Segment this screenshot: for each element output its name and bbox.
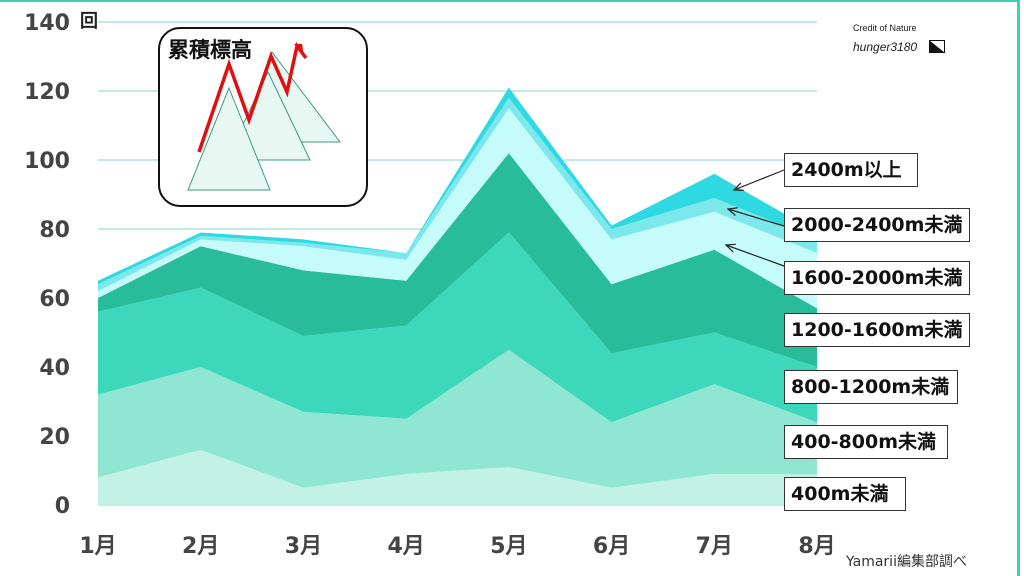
series-label-6: 2000-2400m未満	[784, 208, 970, 242]
arrowhead-icon	[724, 243, 736, 253]
logo-icon	[929, 40, 945, 53]
area-series-5	[98, 108, 817, 309]
x-tick-label: 1月	[79, 534, 116, 559]
source-note: Yamarii編集部調べ	[846, 554, 967, 570]
series-label-7: 2400m以上	[784, 153, 918, 187]
inset-title: 累積標高	[168, 38, 252, 62]
credit-name: hunger3180	[853, 40, 918, 54]
area-series-6	[98, 97, 817, 292]
callout-arrow-line	[727, 208, 785, 227]
x-tick-label: 8月	[798, 534, 835, 559]
series-label-3: 800-1200m未満	[784, 370, 958, 404]
series-label-4: 1200-1600m未満	[784, 313, 970, 347]
arrowhead-icon	[726, 207, 738, 216]
x-tick-label: 7月	[696, 534, 733, 559]
x-tick-label: 2月	[182, 534, 219, 559]
y-tick-label: 140	[24, 11, 70, 36]
series-label-1: 400m未満	[784, 477, 906, 511]
area-series	[98, 87, 817, 505]
y-unit-label: 回	[80, 11, 98, 32]
series-label-2: 400-800m未満	[784, 425, 948, 459]
axis-labels: 0 20 40 60 80 100 120 140 1月 2月 3月 4月 5月 6月 7月 8月	[24, 11, 836, 559]
callout-arrow-line	[725, 244, 785, 267]
x-tick-label: 5月	[490, 534, 527, 559]
arrowhead-icon	[732, 182, 744, 191]
y-tick-label: 120	[24, 80, 70, 105]
credit-line: Credit of Nature	[853, 23, 917, 33]
y-tick-label: 40	[39, 356, 70, 381]
area-series-2	[98, 349, 817, 488]
area-series-3	[98, 232, 817, 423]
y-tick-label: 60	[39, 287, 70, 312]
x-tick-label: 6月	[593, 534, 630, 559]
x-tick-label: 4月	[387, 534, 424, 559]
x-tick-label: 3月	[285, 534, 322, 559]
y-tick-label: 100	[24, 149, 70, 174]
area-series-4	[98, 153, 817, 367]
callout-arrows	[724, 169, 785, 267]
y-tick-label: 80	[39, 218, 70, 243]
y-tick-label: 0	[55, 494, 70, 519]
series-label-5: 1600-2000m未満	[784, 261, 970, 295]
callout-arrow-line	[733, 169, 785, 191]
area-series-1	[98, 449, 817, 505]
y-tick-label: 20	[39, 425, 70, 450]
